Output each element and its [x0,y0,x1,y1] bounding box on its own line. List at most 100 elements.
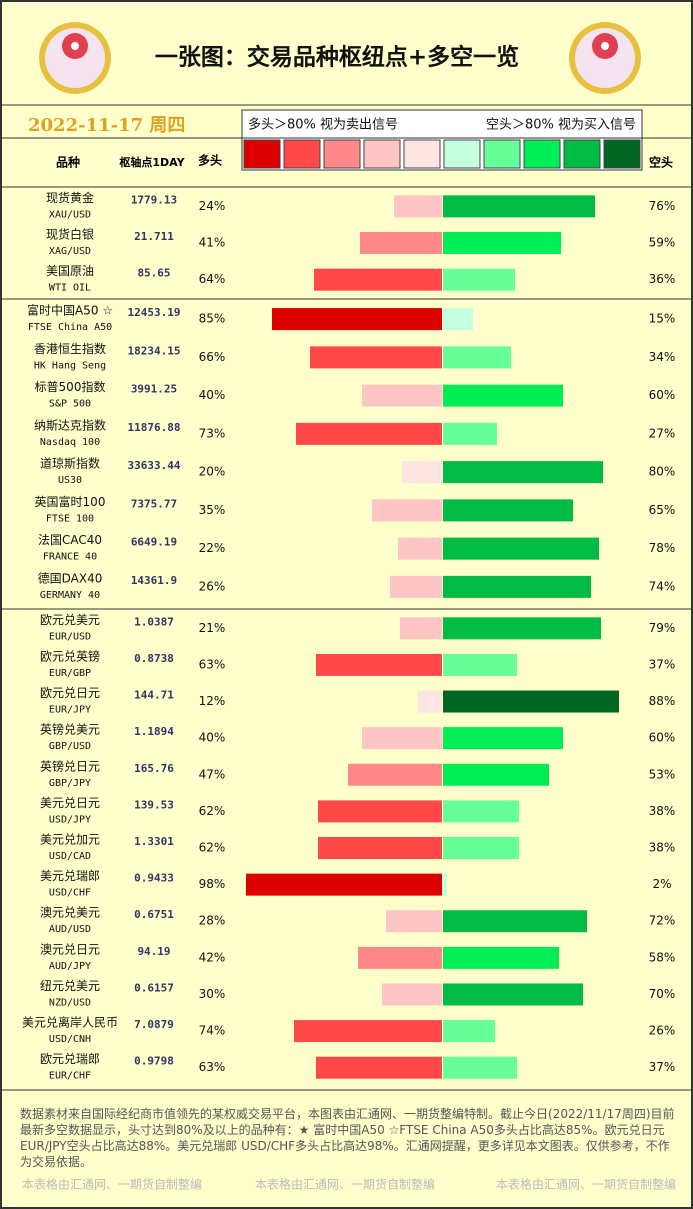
long-bar [358,946,442,969]
pivot: 1779.13 [131,193,177,206]
legend-swatch [563,139,601,169]
short-label: 36% [649,272,676,286]
short-label: 80% [649,465,676,479]
short-bar [443,873,447,896]
pivot: 1.0387 [134,615,174,628]
title: 一张图：交易品种枢纽点+多空一览 [155,44,519,71]
footer-note: 数据素材来自国际经纪商市值领先的某权威交易平台，本图表由汇通网、一期货整编特制。… [20,1107,675,1169]
instrument-code: FRANCE 40 [43,552,97,563]
short-bar [443,910,587,933]
legend-swatch [403,139,441,169]
instrument-code: USD/CHF [49,888,91,899]
long-bar [314,268,442,291]
instrument-code: USD/CNH [49,1034,91,1045]
short-bar [443,800,519,823]
long-bar [360,232,442,254]
long-bar [386,910,442,933]
instrument-name: 现货黄金 [46,190,94,205]
instrument-name: 标普500指数 [35,379,106,394]
long-bar [398,537,442,560]
instrument-name: 道琼斯指数 [40,456,100,471]
watermark: 本表格由汇通网、一期货自制整编 [22,1177,202,1192]
short-label: 60% [649,388,676,402]
short-bar [443,268,515,291]
short-bar [443,763,549,786]
short-label: 88% [649,694,676,708]
instrument-code: GBP/JPY [49,778,91,789]
short-bar [443,499,573,522]
legend-short: 空头＞80% 视为买入信号 [486,118,636,133]
instrument-name: 英镑兑日元 [40,758,100,773]
pivot: 11876.88 [128,421,181,434]
short-bar [443,308,473,331]
long-label: 12% [199,694,226,708]
instrument-code: WTI OIL [49,283,91,294]
long-bar [372,499,442,522]
legend-swatch [283,139,321,169]
instrument-name: 香港恒生指数 [34,341,106,356]
pivot: 14361.9 [131,574,177,587]
long-label: 40% [199,388,226,402]
long-label: 64% [199,272,226,286]
short-label: 15% [649,312,676,326]
instrument-code: GERMANY 40 [40,590,100,601]
long-bar [272,308,442,331]
long-label: 98% [199,877,226,891]
short-label: 72% [649,914,676,928]
long-label: 66% [199,350,226,364]
long-bar [310,346,442,369]
instrument-name: 纽元兑美元 [40,979,100,993]
legend-swatch [323,139,361,169]
instrument-name: 英国富时100 [35,494,106,509]
instrument-name: 美元兑日元 [40,796,100,810]
instrument-name: 法国CAC40 [38,533,102,547]
instrument-name: 欧元兑瑞郎 [40,1052,100,1066]
long-label: 85% [199,312,226,326]
instrument-name: 美元兑离岸人民币 [22,1015,118,1030]
legend-long: 多头＞80% 视为卖出信号 [248,117,398,133]
long-bar [362,384,442,407]
long-label: 30% [199,987,226,1001]
long-label: 40% [199,731,226,745]
long-label: 63% [199,1060,226,1074]
short-bar [443,422,497,445]
instrument-code: USD/JPY [49,814,91,825]
short-label: 26% [649,1024,676,1038]
instrument-name: 德国DAX40 [38,570,103,585]
short-label: 79% [649,621,676,635]
pivot: 165.76 [134,762,174,775]
instrument-code: XAU/USD [49,209,91,220]
long-bar [294,1020,442,1043]
instrument-code: US30 [58,475,82,486]
instrument-code: FTSE 100 [46,513,94,524]
instrument-name: 欧元兑日元 [40,686,100,700]
long-bar [418,690,442,713]
pivot: 18234.15 [128,344,181,357]
short-bar [443,1056,517,1079]
instrument-name: 现货白银 [46,227,94,242]
instrument-name: 富时中国A50 ☆ [27,303,113,318]
long-label: 47% [199,767,226,781]
short-label: 59% [649,236,676,250]
short-bar [443,1020,495,1043]
short-label: 2% [652,877,671,891]
pivot: 33633.44 [128,459,181,472]
column-header: 空头 [649,155,673,170]
pivot: 1.3301 [134,835,174,848]
legend-swatch [483,139,521,169]
short-bar [443,232,561,254]
column-header: 多头 [198,153,222,168]
instrument-name: 欧元兑美元 [40,613,100,627]
legend-swatch [523,139,561,169]
pivot: 21.711 [134,230,174,243]
long-bar [382,983,442,1006]
long-label: 41% [199,236,226,250]
instrument-code: HK Hang Seng [34,360,106,371]
long-bar [362,727,442,750]
legend-swatch [603,139,641,169]
long-label: 62% [199,841,226,855]
long-bar [394,195,442,218]
legend-swatch [363,139,401,169]
